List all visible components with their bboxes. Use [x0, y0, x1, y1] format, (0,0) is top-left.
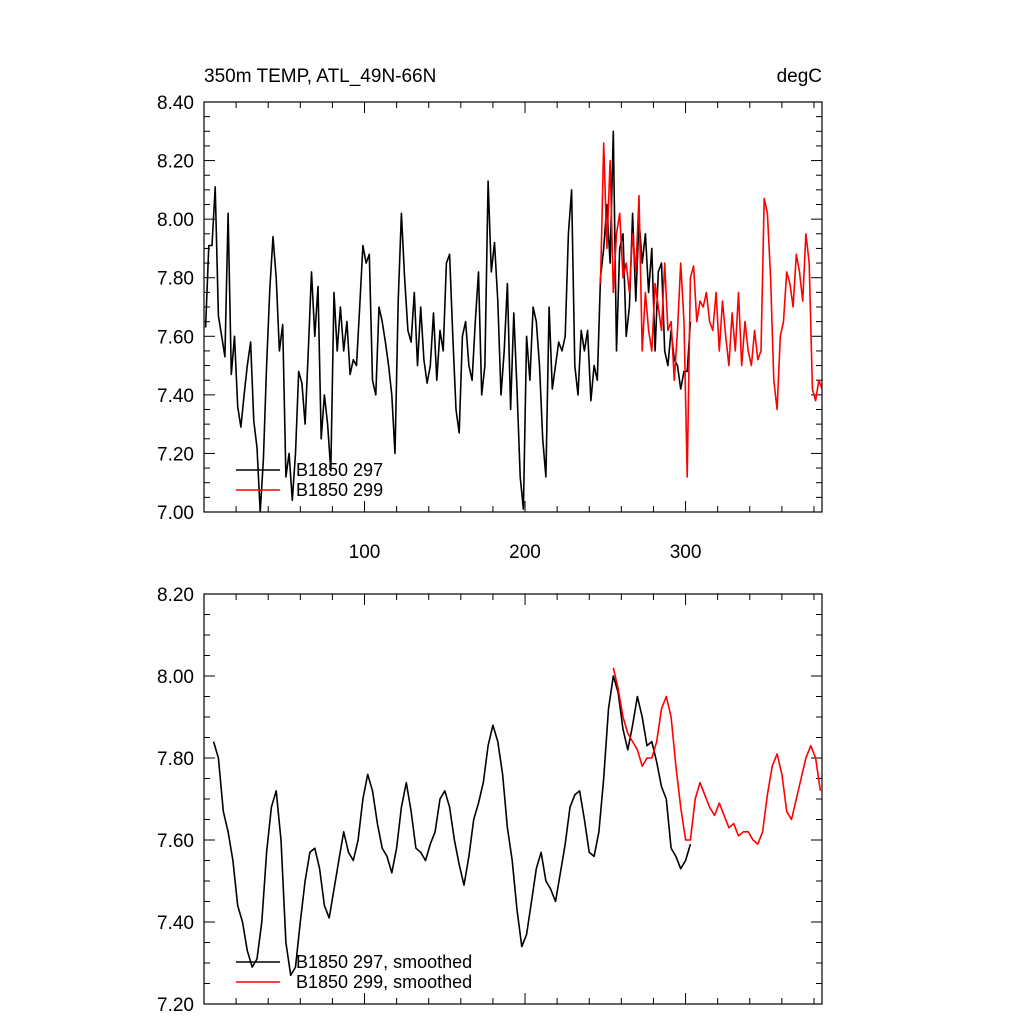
y-tick-label: 7.00 [157, 503, 194, 524]
y-tick-label: 7.40 [157, 913, 194, 934]
top-plot-area: 7.00 7.20 7.40 7.60 7.80 8.00 8.20 8.40 100 200 30… [157, 93, 823, 563]
units-label: degC [777, 66, 822, 87]
bottom-panel: 7.20 7.40 7.60 7.80 8.00 8.20 B1850 297, smoot… [157, 585, 823, 1016]
series-line-1 [204, 130, 692, 512]
legend-label-2: B1850 299 [296, 480, 383, 500]
y-tick-label: 7.20 [157, 444, 194, 465]
x-tick-label: 300 [670, 542, 702, 563]
legend-label-1: B1850 297 [296, 460, 383, 480]
series-line-2 [599, 142, 822, 478]
x-tick-label: 200 [509, 542, 541, 563]
x-tick-label: 100 [349, 542, 381, 563]
y-tick-label: 7.80 [157, 269, 194, 290]
legend-label-2: B1850 299, smoothed [296, 972, 472, 992]
y-tick-label: 7.60 [157, 327, 194, 348]
top-panel: 350m TEMP, ATL_49N-66N degC 7.00 7.20 7.40… [157, 66, 823, 563]
y-tick-label: 8.20 [157, 585, 194, 606]
y-tick-label: 8.00 [157, 667, 194, 688]
series-line-1 [212, 675, 692, 977]
y-tick-label: 8.40 [157, 93, 194, 114]
y-tick-label: 8.20 [157, 152, 194, 173]
bottom-plot-area: 7.20 7.40 7.60 7.80 8.00 8.20 B1850 297, smoot… [157, 585, 823, 1016]
series-line-2 [612, 667, 822, 845]
chart-title: 350m TEMP, ATL_49N-66N [204, 66, 436, 87]
y-tick-label: 7.80 [157, 749, 194, 770]
y-tick-label: 7.60 [157, 831, 194, 852]
y-tick-label: 8.00 [157, 210, 194, 231]
legend-label-1: B1850 297, smoothed [296, 952, 472, 972]
y-tick-label: 7.20 [157, 995, 194, 1016]
y-tick-label: 7.40 [157, 386, 194, 407]
